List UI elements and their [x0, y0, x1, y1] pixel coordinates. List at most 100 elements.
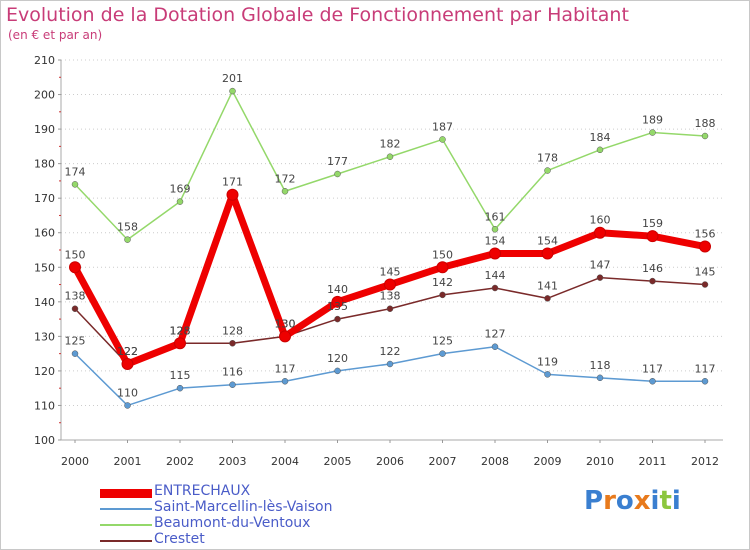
x-tick-label: 2000: [61, 455, 89, 468]
grid-lines: [61, 59, 723, 441]
data-point: [491, 284, 499, 292]
data-label: 182: [380, 138, 401, 151]
x-tick-label: 2011: [639, 455, 667, 468]
chart-title: Evolution de la Dotation Globale de Fonc…: [6, 4, 629, 26]
y-tick-label: 190: [34, 123, 55, 136]
logo-letter: P: [584, 486, 604, 516]
data-point: [649, 378, 656, 385]
axes: [60, 60, 723, 441]
data-label: 141: [537, 279, 558, 292]
data-point: [541, 247, 554, 260]
data-label: 138: [380, 290, 401, 303]
y-tick-label: 140: [34, 296, 55, 309]
data-point: [281, 378, 289, 385]
data-label: 125: [432, 335, 453, 348]
data-label: 122: [117, 345, 138, 358]
x-tick-label: 2004: [271, 455, 299, 468]
data-label: 146: [642, 262, 663, 275]
y-tick-label: 210: [34, 54, 55, 67]
data-label: 189: [642, 114, 663, 127]
legend-swatch: [100, 524, 152, 526]
series-ENTRECHAUX: [69, 188, 711, 370]
data-point: [649, 277, 656, 285]
y-axis-ticks: 100 110 120 130 140 150 160 170 180 190 200 210: [34, 54, 61, 447]
logo-letter: o: [615, 486, 634, 516]
legend-label: Crestet: [154, 531, 205, 547]
data-point: [596, 374, 604, 382]
legend-label: ENTRECHAUX: [154, 483, 251, 499]
data-label: 122: [117, 345, 138, 358]
data-point: [439, 291, 446, 299]
data-label: 169: [170, 183, 191, 196]
data-point: [334, 315, 341, 323]
data-point: [491, 226, 499, 233]
data-label: 116: [222, 366, 243, 379]
data-label: 187: [432, 120, 453, 133]
data-label: 117: [642, 362, 663, 375]
logo-letter: r: [603, 486, 616, 516]
y-tick-label: 110: [34, 399, 55, 412]
data-label: 140: [327, 283, 348, 296]
data-label: 130: [275, 317, 296, 330]
data-label: 147: [590, 259, 611, 272]
x-tick-label: 2010: [586, 455, 614, 468]
data-label: 119: [537, 355, 558, 368]
data-point: [649, 129, 656, 136]
data-point: [596, 146, 604, 154]
y-tick-label: 100: [34, 434, 55, 447]
data-label: 135: [327, 300, 348, 313]
data-point: [69, 261, 81, 274]
data-label: 159: [642, 217, 663, 230]
x-tick-label: 2006: [376, 455, 404, 468]
proxiti-logo: Proxiti: [584, 486, 681, 516]
x-tick-label: 2002: [166, 455, 194, 468]
x-tick-label: 2003: [219, 455, 247, 468]
series-Beaumont-du-Ventoux: [71, 87, 709, 243]
y-tick-label: 200: [34, 89, 55, 102]
data-point: [491, 343, 499, 350]
data-label: 128: [170, 324, 191, 337]
data-point: [699, 240, 711, 253]
y-tick-label: 170: [34, 192, 55, 205]
x-tick-label: 2005: [324, 455, 352, 468]
data-point: [174, 337, 186, 350]
data-point: [436, 261, 449, 274]
series-group: [69, 87, 711, 409]
logo-letter: t: [659, 486, 672, 516]
data-point: [281, 188, 289, 195]
chart-subtitle: (en € et par an): [8, 28, 103, 42]
y-tick-label: 120: [34, 365, 55, 378]
data-label: 144: [485, 269, 506, 282]
data-label: 127: [485, 328, 506, 341]
data-label: 188: [695, 117, 716, 130]
data-label: 160: [590, 214, 611, 227]
data-label: 158: [117, 221, 138, 234]
data-point: [596, 274, 604, 281]
data-point: [701, 378, 709, 385]
data-label: 115: [170, 369, 191, 382]
data-point: [439, 136, 446, 143]
y-tick-label: 150: [34, 261, 55, 274]
series-Saint-Marcellin-lès-Vaison: [71, 343, 709, 409]
data-label: 184: [590, 131, 611, 144]
data-label: 154: [485, 234, 506, 247]
y-tick-label: 180: [34, 158, 55, 171]
data-label: 117: [275, 362, 296, 375]
x-tick-label: 2009: [534, 455, 562, 468]
data-point: [121, 358, 134, 370]
data-point: [229, 340, 236, 347]
data-point: [386, 153, 394, 160]
data-label: 145: [380, 266, 401, 279]
data-point: [544, 167, 551, 174]
data-label: 150: [65, 248, 86, 261]
data-point: [71, 350, 79, 357]
data-label: 178: [537, 152, 558, 165]
data-point: [226, 188, 239, 201]
data-point: [124, 236, 131, 243]
data-point: [71, 181, 79, 188]
data-label: 174: [65, 165, 86, 178]
logo-letter: i: [671, 486, 681, 516]
y-tick-label: 160: [34, 227, 55, 240]
